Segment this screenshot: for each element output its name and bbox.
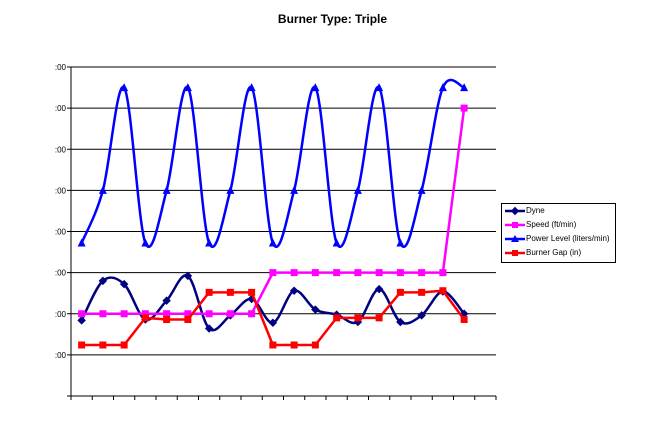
data-point-speed-ft-min-12	[311, 269, 319, 277]
data-point-power-level-liters-min-10	[268, 238, 277, 247]
data-point-power-level-liters-min-4	[141, 238, 150, 247]
y-tick-label-350: :00	[55, 104, 67, 113]
legend-label-speed: Speed (ft/min)	[526, 220, 577, 229]
tick-labels: :00 :00 :00 :00 :00 :00 :00 :00	[55, 63, 67, 360]
data-point-dyne-2	[98, 276, 108, 286]
data-point-power-level-liters-min-17	[417, 185, 426, 194]
y-tick-label-50: :00	[55, 351, 67, 360]
data-point-burner-gap-in-5	[163, 316, 171, 324]
data-point-dyne-5	[162, 296, 171, 305]
data-point-dyne-17	[417, 311, 426, 320]
data-point-speed-ft-min-18	[439, 269, 447, 277]
y-tick-label-200: :00	[55, 228, 67, 237]
data-point-speed-ft-min-5	[163, 310, 171, 318]
data-point-power-level-liters-min-1	[77, 238, 86, 247]
data-point-power-level-liters-min-8	[226, 185, 235, 194]
data-point-burner-gap-in-2	[99, 341, 107, 349]
data-point-power-level-liters-min-15	[375, 83, 384, 92]
data-point-dyne-15	[374, 284, 384, 294]
data-point-speed-ft-min-13	[333, 269, 341, 277]
data-point-power-level-liters-min-6	[183, 83, 192, 92]
data-point-dyne-7	[204, 324, 214, 333]
data-point-power-level-liters-min-9	[247, 83, 256, 92]
data-point-burner-gap-in-3	[120, 341, 128, 349]
data-point-burner-gap-in-17	[418, 288, 426, 296]
data-point-power-level-liters-min-5	[162, 185, 171, 194]
legend-swatch-burner-gap	[505, 250, 525, 256]
data-point-speed-ft-min-4	[141, 310, 149, 318]
legend-entry-power-level: Power Level (liters/min)	[502, 232, 615, 246]
data-point-burner-gap-in-15	[375, 314, 383, 322]
data-point-speed-ft-min-1	[78, 310, 86, 318]
data-point-power-level-liters-min-16	[396, 238, 405, 247]
legend-entry-burner-gap: Burner Gap (in)	[502, 246, 615, 260]
legend-swatch-dyne	[505, 206, 525, 216]
legend-entry-speed: Speed (ft/min)	[502, 218, 615, 232]
data-point-power-level-liters-min-2	[98, 185, 107, 194]
data-point-speed-ft-min-6	[184, 310, 192, 318]
data-point-speed-ft-min-3	[120, 310, 128, 318]
legend-swatch-speed	[505, 222, 525, 228]
legend-entry-dyne: Dyne	[502, 204, 615, 218]
data-point-burner-gap-in-13	[333, 314, 341, 322]
data-point-power-level-liters-min-19	[460, 83, 469, 92]
legend: Dyne Speed (ft/min) Power Level (liters/…	[501, 203, 616, 263]
data-point-dyne-6	[183, 271, 193, 281]
series-line-power-level-liters-min	[80, 78, 465, 248]
data-point-burner-gap-in-12	[311, 341, 319, 349]
data-point-burner-gap-in-6	[184, 316, 192, 324]
data-point-burner-gap-in-16	[396, 288, 404, 296]
data-point-speed-ft-min-10	[269, 269, 277, 277]
data-point-power-level-liters-min-3	[120, 83, 129, 92]
data-point-power-level-liters-min-7	[205, 238, 214, 247]
data-point-speed-ft-min-9	[248, 310, 256, 318]
y-tick-label-400: :00	[55, 63, 67, 72]
data-point-burner-gap-in-8	[226, 288, 234, 296]
data-point-burner-gap-in-14	[354, 314, 362, 322]
data-point-speed-ft-min-17	[418, 269, 426, 277]
data-point-burner-gap-in-9	[248, 288, 256, 296]
data-point-power-level-liters-min-18	[438, 83, 447, 92]
chart-title: Burner Type: Triple	[277, 12, 388, 26]
y-tick-label-250: :00	[55, 186, 67, 195]
legend-swatch-power-level	[505, 235, 525, 242]
series-group	[77, 78, 469, 349]
data-point-dyne-3	[119, 279, 129, 289]
legend-label-burner-gap: Burner Gap (in)	[526, 248, 582, 257]
data-point-dyne-12	[311, 305, 320, 314]
legend-label-power-level: Power Level (liters/min)	[526, 234, 610, 243]
y-tick-label-150: :00	[55, 269, 67, 278]
data-point-speed-ft-min-8	[226, 310, 234, 318]
y-tick-label-300: :00	[55, 145, 67, 154]
data-point-dyne-1	[77, 316, 86, 325]
data-point-burner-gap-in-18	[439, 287, 447, 295]
data-point-burner-gap-in-11	[290, 341, 298, 349]
data-point-speed-ft-min-2	[99, 310, 107, 318]
data-point-burner-gap-in-19	[460, 316, 468, 324]
data-point-burner-gap-in-7	[205, 288, 213, 296]
data-point-speed-ft-min-11	[290, 269, 298, 277]
data-point-speed-ft-min-19	[460, 104, 468, 112]
data-point-burner-gap-in-10	[269, 341, 277, 349]
data-point-power-level-liters-min-13	[332, 238, 341, 247]
series-line-burner-gap-in	[81, 289, 466, 347]
data-point-speed-ft-min-14	[354, 269, 362, 277]
data-point-power-level-liters-min-14	[353, 185, 362, 194]
data-point-speed-ft-min-7	[205, 310, 213, 318]
data-point-dyne-11	[289, 286, 299, 295]
data-point-burner-gap-in-4	[141, 314, 149, 322]
data-point-burner-gap-in-1	[78, 341, 86, 349]
axes	[67, 66, 497, 400]
gridlines	[71, 66, 496, 356]
y-tick-label-100: :00	[55, 310, 67, 319]
legend-label-dyne: Dyne	[526, 206, 545, 215]
data-point-dyne-16	[396, 317, 405, 327]
data-point-dyne-10	[268, 318, 278, 328]
data-point-speed-ft-min-15	[375, 269, 383, 277]
data-point-power-level-liters-min-12	[311, 83, 320, 92]
data-point-power-level-liters-min-11	[290, 185, 299, 194]
data-point-speed-ft-min-16	[396, 269, 404, 277]
